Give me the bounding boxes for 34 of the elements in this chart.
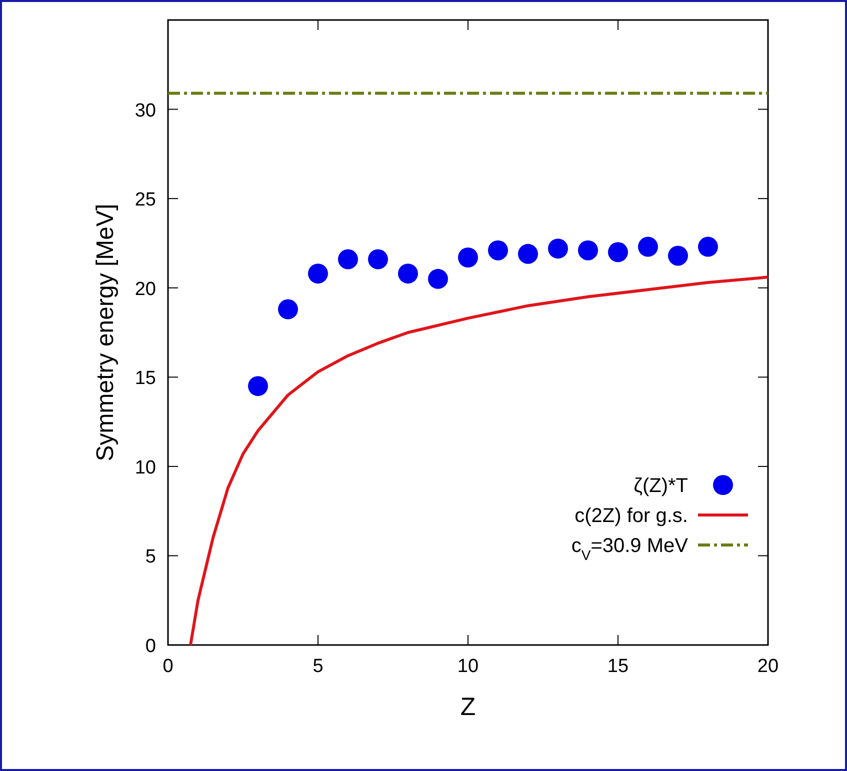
- x-tick-label: 5: [312, 656, 324, 677]
- x-tick-label: 20: [757, 656, 779, 677]
- point: [668, 246, 688, 266]
- point: [248, 376, 268, 396]
- point: [488, 240, 508, 260]
- point: [548, 238, 568, 259]
- y-tick-label: 15: [134, 368, 156, 390]
- x-tick-label: 15: [607, 656, 629, 677]
- point: [428, 268, 448, 289]
- point: [578, 240, 598, 260]
- point: [278, 299, 298, 320]
- y-tick-label: 10: [134, 457, 156, 478]
- point: [458, 248, 478, 268]
- point: [698, 236, 718, 257]
- y-tick-label: 20: [134, 278, 156, 300]
- point: [398, 264, 418, 284]
- y-axis-title: Symmetry energy [MeV]: [92, 204, 119, 462]
- point: [308, 264, 328, 284]
- x-axis-title: Z: [460, 693, 476, 721]
- point: [368, 249, 388, 270]
- point: [338, 249, 358, 270]
- y-tick-label: 0: [145, 636, 156, 657]
- point: [638, 236, 658, 257]
- legend-label: ζ(Z)*T: [634, 475, 688, 497]
- legend-label: c(2Z) for g.s.: [574, 505, 688, 527]
- y-tick-label: 30: [134, 100, 156, 122]
- x-tick-label: 10: [457, 656, 479, 677]
- y-tick-label: 25: [134, 190, 156, 211]
- point: [608, 242, 628, 262]
- point: [518, 244, 538, 264]
- y-tick-label: 5: [145, 546, 156, 568]
- x-tick-label: 0: [162, 656, 174, 677]
- legend-label: c$_{V}$=30.9 MeV: [571, 535, 689, 563]
- line-series: [189, 276, 770, 646]
